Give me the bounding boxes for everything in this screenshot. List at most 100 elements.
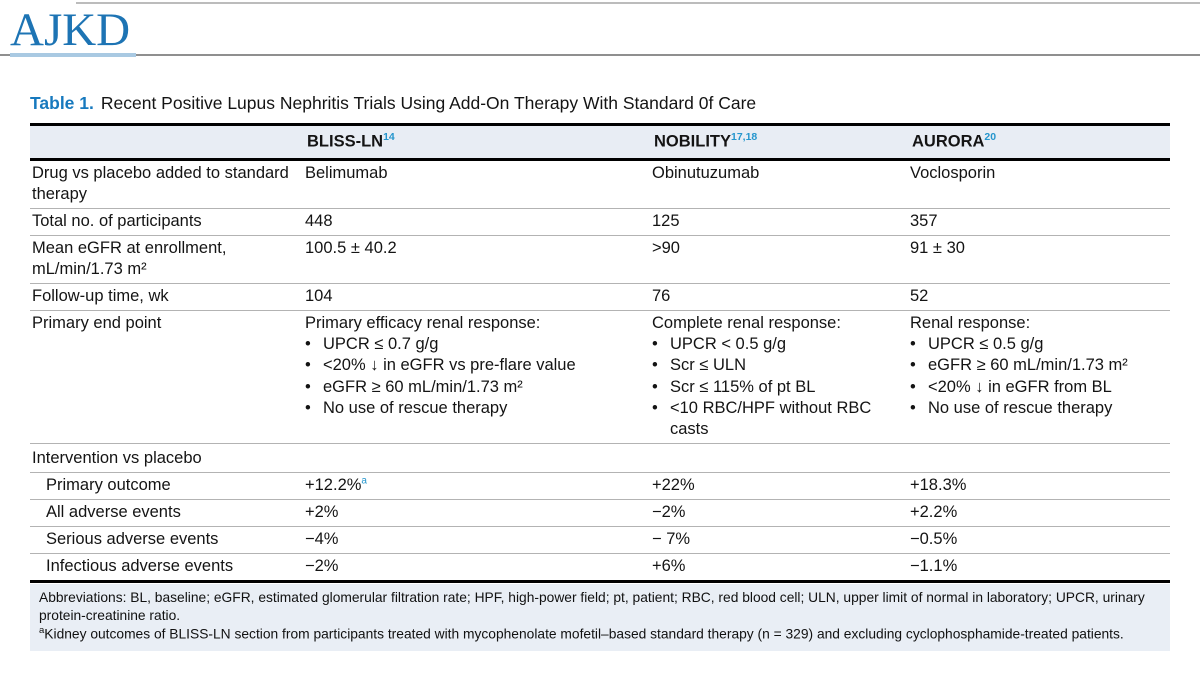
table-cell: −4% bbox=[305, 526, 652, 554]
cell-text: +22% bbox=[652, 476, 695, 495]
cell-text: >90 bbox=[652, 238, 680, 257]
table-cell: 357 bbox=[910, 207, 1170, 236]
list-intro: Primary efficacy renal response: bbox=[305, 314, 541, 333]
cell-text: 91 ± 30 bbox=[910, 238, 965, 257]
cell-text: 104 bbox=[305, 287, 333, 306]
header-empty bbox=[30, 123, 305, 161]
cell-text: −1.1% bbox=[910, 557, 958, 576]
table-cell: Primary efficacy renal response: • UPCR ≤ … bbox=[305, 310, 652, 444]
cell-text: −2% bbox=[305, 557, 339, 576]
bullet-text: <20% ↓ in eGFR vs pre-flare value bbox=[323, 356, 576, 375]
cell-text: +2.2% bbox=[910, 503, 958, 522]
cell-text: 357 bbox=[910, 211, 938, 230]
table-cell: −0.5% bbox=[910, 526, 1170, 554]
column-title: NOBILITY bbox=[654, 132, 731, 151]
cell-text: −0.5% bbox=[910, 530, 958, 549]
bullet-text: eGFR ≥ 60 mL/min/1.73 m² bbox=[323, 377, 523, 396]
table-cell: −2% bbox=[305, 553, 652, 582]
table-row: Total no. of participants 448 125 357 bbox=[30, 207, 1170, 236]
cell-text: +2% bbox=[305, 503, 339, 522]
table-cell: +18.3% bbox=[910, 472, 1170, 500]
table-title: Table 1. Recent Positive Lupus Nephritis … bbox=[30, 93, 1170, 114]
table-row: All adverse events +2% −2% +2.2% bbox=[30, 499, 1170, 527]
table-cell: −2% bbox=[652, 499, 910, 527]
table-row: Primary end point Primary efficacy renal … bbox=[30, 310, 1170, 444]
bullet-icon: • bbox=[652, 398, 658, 417]
table-cell: +2.2% bbox=[910, 499, 1170, 527]
table-number-label: Table 1. bbox=[30, 93, 94, 113]
section-row: Intervention vs placebo bbox=[30, 442, 1170, 473]
bullet-item: • <10 RBC/HPF without RBC casts bbox=[652, 398, 906, 440]
header-nobility: NOBILITY17,18 bbox=[652, 123, 910, 161]
table-body: Drug vs placebo added to standard therap… bbox=[30, 159, 1170, 582]
row-label: Primary end point bbox=[30, 310, 305, 444]
table-cell: 104 bbox=[305, 283, 652, 311]
column-title: AURORA bbox=[912, 132, 985, 151]
footnote-a: aKidney outcomes of BLISS-LN section fro… bbox=[39, 625, 1161, 644]
column-title: BLISS-LN bbox=[307, 132, 384, 151]
list-intro: Renal response: bbox=[910, 314, 1031, 333]
bullet-text: UPCR < 0.5 g/g bbox=[670, 335, 787, 354]
table-footnotes: Abbreviations: BL, baseline; eGFR, estim… bbox=[30, 584, 1170, 651]
bullet-icon: • bbox=[652, 356, 658, 375]
cell-text: −4% bbox=[305, 530, 339, 549]
bullet-icon: • bbox=[910, 398, 916, 417]
table-row: Primary outcome +12.2%a +22% +18.3% bbox=[30, 472, 1170, 500]
bullet-item: • UPCR < 0.5 g/g bbox=[652, 334, 906, 355]
cell-text: Voclosporin bbox=[910, 163, 996, 182]
header-row: BLISS-LN14 NOBILITY17,18 AURORA20 bbox=[30, 123, 1170, 161]
table-row: Infectious adverse events −2% +6% −1.1% bbox=[30, 553, 1170, 582]
row-label: Mean eGFR at enrollment, mL/min/1.73 m² bbox=[30, 234, 305, 284]
trials-table: BLISS-LN14 NOBILITY17,18 AURORA20 Drug v… bbox=[30, 123, 1170, 584]
bullet-item: • eGFR ≥ 60 mL/min/1.73 m² bbox=[305, 377, 648, 398]
table-cell: − 7% bbox=[652, 526, 910, 554]
header-bliss-ln: BLISS-LN14 bbox=[305, 123, 652, 161]
cell-text: − 7% bbox=[652, 530, 691, 549]
row-label: Drug vs placebo added to standard therap… bbox=[32, 163, 289, 203]
bullet-icon: • bbox=[305, 398, 311, 417]
citation-ref: 20 bbox=[984, 131, 997, 143]
table-cell: Renal response: • UPCR ≤ 0.5 g/g • eGFR ≥ 60… bbox=[910, 310, 1170, 444]
cell-text: +12.2% bbox=[305, 476, 362, 495]
bullet-item: • <20% ↓ in eGFR vs pre-flare value bbox=[305, 355, 648, 376]
citation-ref: 17,18 bbox=[731, 131, 758, 143]
table-cell: 125 bbox=[652, 207, 910, 236]
table-cell: Obinutuzumab bbox=[652, 159, 910, 208]
bullet-icon: • bbox=[652, 335, 658, 354]
row-label: Follow-up time, wk bbox=[30, 283, 305, 311]
table-cell: Belimumab bbox=[305, 159, 652, 208]
table-row: Serious adverse events −4% − 7% −0.5% bbox=[30, 526, 1170, 554]
bullet-item: • No use of rescue therapy bbox=[910, 398, 1166, 419]
bullet-item: • Scr ≤ ULN bbox=[652, 355, 906, 376]
table-cell: +12.2%a bbox=[305, 472, 652, 500]
table-row: Drug vs placebo added to standard therap… bbox=[30, 159, 1170, 208]
bullet-text: Scr ≤ ULN bbox=[670, 356, 746, 375]
bullet-item: • UPCR ≤ 0.5 g/g bbox=[910, 334, 1166, 355]
bullet-icon: • bbox=[910, 377, 916, 396]
top-divider bbox=[76, 2, 1200, 4]
cell-text: 448 bbox=[305, 211, 333, 230]
row-label: Serious adverse events bbox=[30, 526, 305, 554]
bullet-text: eGFR ≥ 60 mL/min/1.73 m² bbox=[928, 356, 1128, 375]
bullet-text: UPCR ≤ 0.5 g/g bbox=[928, 335, 1044, 354]
cell-text: 125 bbox=[652, 211, 680, 230]
bullet-text: <20% ↓ in eGFR from BL bbox=[928, 377, 1112, 396]
citation-ref: 14 bbox=[383, 131, 395, 143]
ajkd-logo: AJKD bbox=[10, 7, 137, 57]
bullet-item: • <20% ↓ in eGFR from BL bbox=[910, 377, 1166, 398]
bullet-text: UPCR ≤ 0.7 g/g bbox=[323, 335, 439, 354]
cell-text: 100.5 ± 40.2 bbox=[305, 238, 397, 257]
table-cell: >90 bbox=[652, 234, 910, 284]
bullet-text: No use of rescue therapy bbox=[323, 398, 508, 417]
table-cell: Voclosporin bbox=[910, 159, 1170, 208]
row-label: Primary outcome bbox=[30, 472, 305, 500]
table-cell: −1.1% bbox=[910, 553, 1170, 582]
page-content: Table 1. Recent Positive Lupus Nephritis … bbox=[0, 93, 1200, 651]
bullet-text: <10 RBC/HPF without RBC casts bbox=[670, 398, 872, 438]
bullet-text: Scr ≤ 115% of pt BL bbox=[670, 377, 816, 396]
bullet-icon: • bbox=[305, 356, 311, 375]
journal-masthead: AJKD bbox=[0, 4, 1200, 57]
cell-text: +6% bbox=[652, 557, 686, 576]
row-label: Infectious adverse events bbox=[30, 553, 305, 582]
bullet-item: • Scr ≤ 115% of pt BL bbox=[652, 377, 906, 398]
